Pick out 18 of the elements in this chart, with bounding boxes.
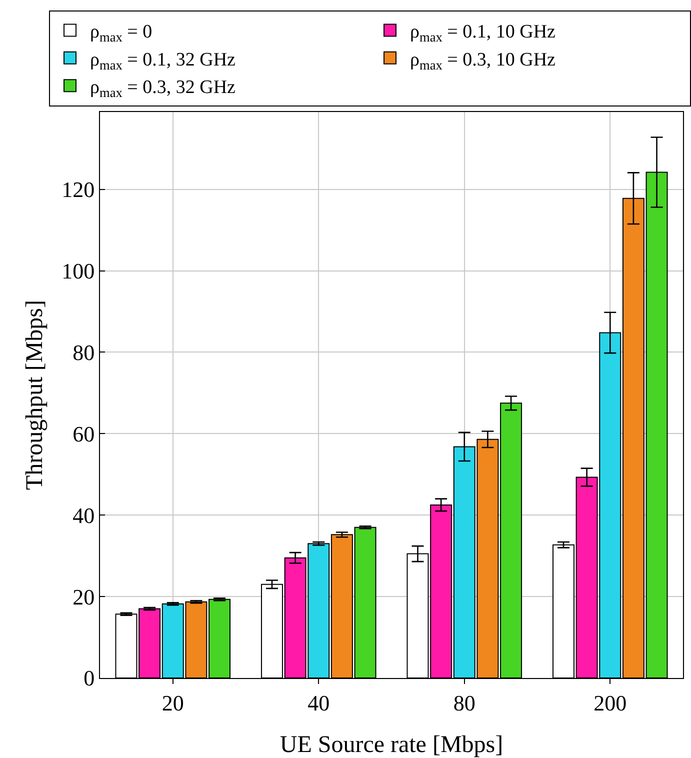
legend-label: ρ$_{max}$ = 0.1, 10 GHz [410,22,556,45]
y-tick-label: 60 [72,421,95,446]
legend-label: ρ$_{max}$ = 0.3, 10 GHz [410,49,556,72]
legend-label: ρ$_{max}$ = 0 [90,22,152,45]
x-tick-label: 80 [453,690,476,716]
x-axis-title: UE Source rate [Mbps] [280,732,504,758]
x-tick-label: 20 [162,690,184,716]
y-tick-label: 80 [72,340,95,365]
y-tick-label: 20 [72,584,95,610]
y-axis-title: Throughput [Mbps] [22,300,48,490]
x-tick-label: 200 [594,690,627,716]
legend-label: ρ$_{max}$ = 0.3, 32 GHz [90,77,236,100]
y-tick-label: 0 [84,666,95,691]
legend-label: ρ$_{max}$ = 0.1, 32 GHz [90,49,236,72]
x-tick-label: 40 [308,690,330,716]
y-tick-label: 40 [72,502,95,528]
y-tick-label: 100 [62,258,95,284]
y-tick-label: 120 [62,177,95,202]
